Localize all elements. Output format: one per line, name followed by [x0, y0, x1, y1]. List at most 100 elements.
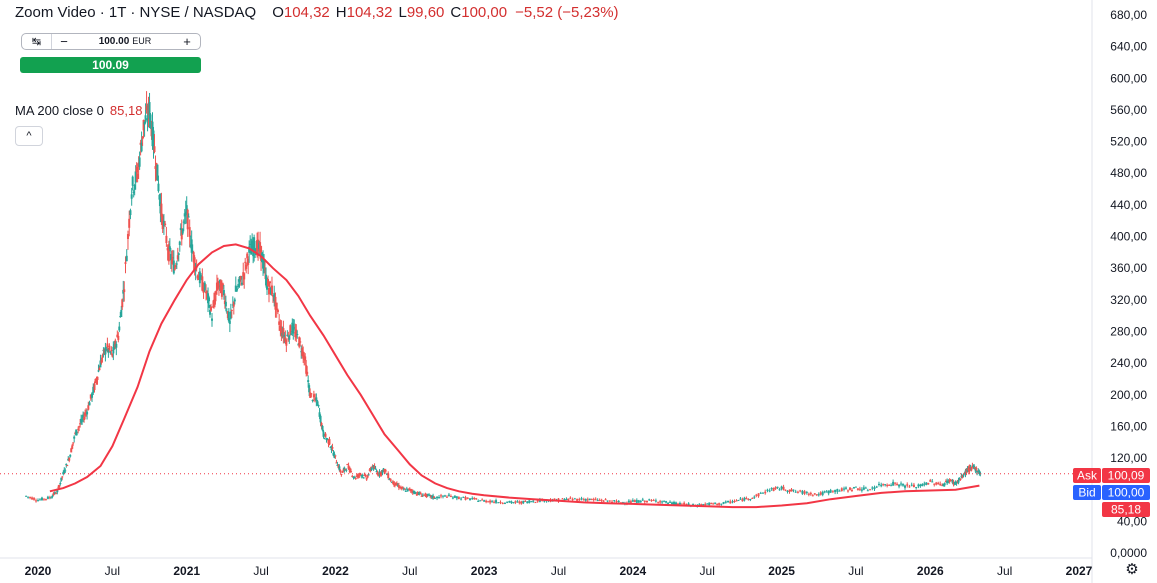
symbol-title[interactable]: Zoom Video · 1T · NYSE / NASDAQ — [15, 4, 257, 21]
candle-body — [132, 191, 135, 194]
candle-body — [73, 436, 76, 439]
candle-body — [190, 239, 193, 253]
candle-body — [421, 494, 424, 496]
decrease-quantity-button[interactable]: − — [60, 34, 68, 49]
candle-body — [166, 247, 169, 251]
candle-body — [846, 490, 849, 492]
candle-body — [788, 489, 791, 492]
y-tick-label: 240,00 — [1110, 356, 1147, 370]
y-tick-label: 480,00 — [1110, 166, 1147, 180]
candle-body — [167, 244, 170, 262]
candle-body — [68, 458, 71, 461]
bid-tag-label: Bid — [1078, 486, 1095, 500]
candle-body — [565, 498, 568, 500]
candle-body — [933, 483, 936, 485]
close-label: C — [450, 4, 462, 21]
candle-body — [596, 500, 599, 502]
candle-body — [424, 493, 427, 497]
candle-body — [125, 255, 128, 262]
buy-price-button[interactable]: 100.09 — [20, 57, 201, 73]
indicator-legend[interactable]: MA 200 close 0 85,18 — [15, 103, 142, 118]
candle-body — [639, 501, 642, 503]
candle-body — [673, 502, 676, 505]
candle-body — [220, 284, 223, 297]
candle-body — [873, 487, 876, 490]
candle-body — [273, 293, 276, 302]
candle-body — [145, 105, 148, 111]
ask-tag-bg — [1073, 468, 1101, 483]
candle-body — [240, 282, 243, 285]
x-tick-label: Jul — [997, 564, 1012, 578]
candle-body — [340, 473, 343, 475]
collapse-legend-button[interactable]: ^ — [15, 126, 43, 146]
candle-body — [875, 486, 878, 488]
y-tick-label: 40,00 — [1117, 514, 1147, 528]
candle-body — [112, 346, 115, 354]
candle-body — [840, 488, 843, 491]
candle-body — [503, 503, 506, 505]
quantity-input[interactable]: 100.00 EUR — [76, 36, 174, 47]
candle-body — [181, 228, 184, 234]
candle-body — [217, 285, 220, 287]
x-tick-label: Jul — [848, 564, 863, 578]
candle-body — [203, 282, 206, 291]
candle-body — [440, 495, 443, 497]
candle-body — [228, 320, 231, 324]
candle-body — [106, 343, 109, 348]
candle-body — [466, 497, 469, 499]
candle-body — [48, 497, 51, 499]
candle-body — [676, 503, 679, 505]
candle-body — [197, 277, 200, 280]
candle-body — [493, 501, 496, 503]
candle-body — [635, 500, 638, 503]
increase-quantity-button[interactable]: + — [183, 34, 191, 49]
candle-body — [283, 334, 286, 337]
candle-body — [611, 501, 614, 503]
y-tick-label: 160,00 — [1110, 419, 1147, 433]
candle-body — [138, 157, 141, 167]
candle-body — [419, 492, 422, 495]
candle-body — [133, 184, 136, 190]
candle-body — [948, 480, 951, 482]
candle-body — [118, 326, 121, 331]
candle-body — [208, 297, 211, 302]
y-tick-label: 560,00 — [1110, 103, 1147, 117]
candle-body — [323, 437, 326, 440]
candle-body — [160, 203, 163, 217]
candle-body — [627, 500, 630, 503]
swap-icon[interactable]: ↹ — [22, 34, 52, 49]
candle-body — [943, 483, 946, 486]
candle-body — [233, 299, 236, 302]
candle-body — [143, 121, 146, 125]
candle-body — [381, 470, 384, 474]
candle-body — [114, 340, 117, 348]
candle-body — [249, 243, 252, 245]
candle-body — [72, 442, 75, 444]
currency-label: EUR — [132, 36, 152, 46]
candle-body — [331, 447, 334, 449]
candle-body — [141, 136, 144, 140]
candle-body — [58, 485, 61, 488]
gear-icon[interactable]: ⚙ — [1125, 561, 1139, 578]
candle-body — [304, 356, 307, 361]
candle-body — [401, 487, 404, 489]
candle-body — [838, 490, 841, 492]
high-value: 104,32 — [346, 4, 393, 21]
candle-body — [704, 503, 707, 505]
x-tick-label: Jul — [105, 564, 120, 578]
candle-body — [198, 271, 201, 284]
candle-body — [447, 494, 450, 496]
y-tick-label: 520,00 — [1110, 135, 1147, 149]
candle-body — [712, 503, 715, 505]
candle-body — [406, 488, 409, 491]
candle-body — [175, 263, 178, 265]
candle-body — [117, 335, 120, 340]
candle-body — [973, 465, 976, 468]
candle-body — [59, 483, 62, 485]
candle-body — [317, 405, 320, 407]
candle-body — [817, 494, 820, 496]
candle-body — [392, 481, 395, 485]
candle-body — [101, 355, 104, 358]
candle-body — [35, 500, 38, 502]
